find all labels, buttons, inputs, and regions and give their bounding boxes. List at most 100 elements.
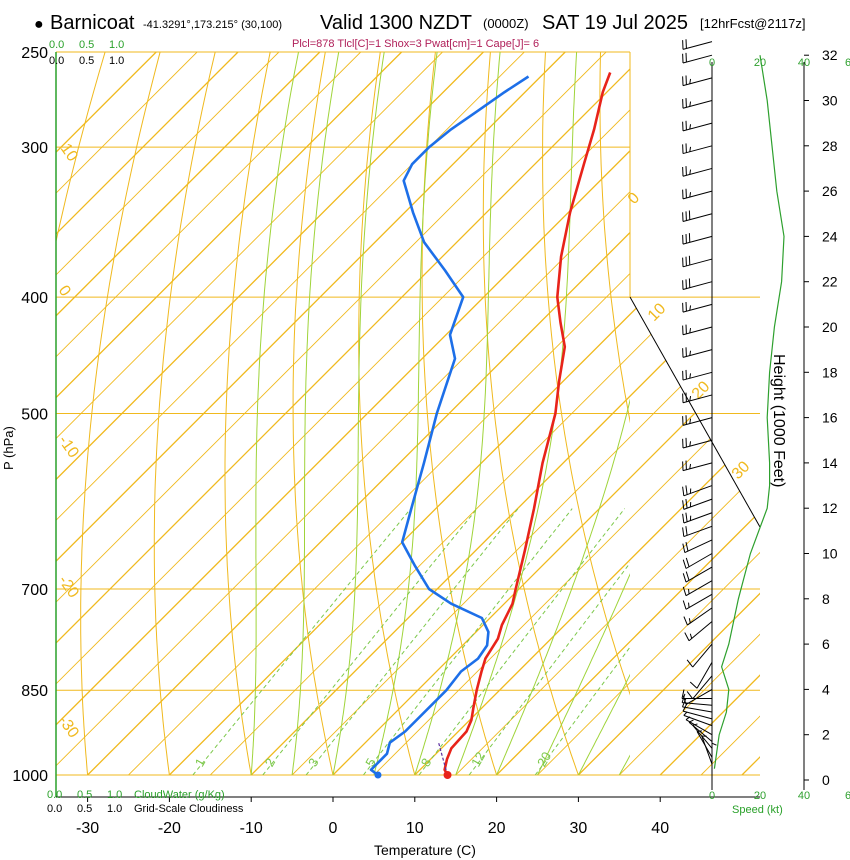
isotherm-line <box>56 52 566 775</box>
wind-barb-staff <box>682 258 713 268</box>
wind-barb-staff <box>682 326 713 336</box>
wind-barb-staff <box>682 394 713 404</box>
wind-barb <box>686 643 713 668</box>
forecast-label: [12hrFcst@2117z] <box>700 16 805 31</box>
mixing-ratio-line <box>363 508 573 775</box>
wind-barb <box>682 415 713 426</box>
wind-barb-flag <box>685 526 688 536</box>
cloudwater-tick: 0.0 <box>47 789 62 801</box>
cloudiness-tick: 1.0 <box>107 803 122 815</box>
moist-adiabat <box>496 398 630 775</box>
y-tick-label: 850 <box>21 683 48 700</box>
parcel-trace <box>438 742 449 776</box>
cloudiness-top-tick: 0.0 <box>49 55 64 67</box>
moist-adiabat <box>332 52 385 775</box>
wind-barb-flag <box>682 695 687 705</box>
wind-barb <box>682 437 713 449</box>
dry-adiabat <box>482 52 579 775</box>
wind-barb-flag <box>684 632 690 641</box>
wind-barb <box>682 166 713 177</box>
wind-barb-flag <box>685 512 688 522</box>
wind-barb-staff <box>682 439 713 449</box>
wind-barb <box>686 675 713 700</box>
valid-time: Valid 1300 NZDT <box>320 12 472 34</box>
cloudiness-tick: 0.0 <box>47 803 62 815</box>
wind-barb <box>682 188 713 200</box>
height-tick-label: 18 <box>822 364 838 380</box>
wind-barb-flag <box>689 192 692 198</box>
height-tick-label: 24 <box>822 228 838 244</box>
mixing-ratio-line <box>262 508 478 775</box>
surface-dewpoint-marker <box>374 771 382 779</box>
speed-top-tick: 6 <box>845 57 850 69</box>
wind-barb <box>682 301 713 313</box>
wind-barb <box>682 392 713 404</box>
isotherm-label: -20 <box>55 573 82 602</box>
wind-barb-staff <box>701 735 713 765</box>
wind-barb-flag <box>686 691 694 700</box>
wind-speed-line <box>713 55 785 769</box>
x-tick-label: 30 <box>570 820 588 837</box>
mixing-ratio-label: 1 <box>192 756 209 770</box>
wind-barb-flag <box>689 101 692 107</box>
wind-barb-staff <box>685 580 713 597</box>
wind-barb <box>682 460 713 472</box>
wind-barb-staff <box>682 77 713 87</box>
wind-barb-staff <box>685 688 713 705</box>
valid-date: SAT 19 Jul 2025 <box>542 12 688 34</box>
isotherm-line <box>414 52 760 775</box>
moist-adiabat <box>291 52 340 775</box>
wind-barb-flag <box>688 602 690 608</box>
isotherm-line <box>332 52 760 775</box>
x-tick-label: -10 <box>240 820 263 837</box>
cloudiness-label: Grid-Scale Cloudiness <box>134 803 244 815</box>
mixing-ratio-label: 20 <box>534 749 554 769</box>
dry-adiabat <box>292 52 334 775</box>
moist-adiabat <box>414 52 501 775</box>
mixing-ratio-line <box>305 508 519 775</box>
wind-barb <box>682 553 713 569</box>
moist-adiabats <box>250 52 630 775</box>
wind-barb-staff <box>683 512 713 524</box>
mixing-ratio-line <box>418 508 625 775</box>
y-tick-label: 250 <box>21 45 48 62</box>
height-tick-label: 30 <box>822 93 838 109</box>
stability-indices: Plcl=878 Tlcl[C]=1 Shox=3 Pwat[cm]=1 Cap… <box>292 38 539 50</box>
height-tick-label: 10 <box>822 546 838 562</box>
isotherm-label: 10 <box>645 300 670 325</box>
mixing-ratio-lines <box>192 508 630 775</box>
cloudwater-tick: 0.5 <box>77 789 92 801</box>
wind-barb-staff <box>682 281 713 290</box>
wind-barb <box>682 539 713 554</box>
isotherm-line <box>56 52 280 775</box>
wind-barb <box>682 369 713 381</box>
header: ● Barnicoat -41.3291°,173.215° (30,100) … <box>34 12 805 50</box>
wind-barb-staff <box>682 702 713 706</box>
wind-barb <box>682 39 713 50</box>
isotherm-line <box>168 52 760 775</box>
y-axis-title: P (hPa) <box>1 426 16 470</box>
wind-barb-flag <box>685 498 688 509</box>
wind-barb-flag <box>685 557 690 567</box>
x-tick-label: 0 <box>329 820 338 837</box>
isotherm-line <box>291 52 760 775</box>
isotherm-line <box>56 52 689 775</box>
speed-bottom-tick: 20 <box>754 790 766 802</box>
wind-barb-flag <box>689 146 692 152</box>
isotherm-line <box>577 52 760 775</box>
wind-barb <box>682 566 713 583</box>
grid-layer <box>56 51 760 776</box>
wind-barb-flag <box>682 527 685 537</box>
mixing-ratio-label: 3 <box>305 756 322 770</box>
x-tick-label: 20 <box>488 820 506 837</box>
isotherm-label: -30 <box>55 713 82 742</box>
cloudwater-top-tick: 0.5 <box>79 39 94 51</box>
wind-barb-staff <box>682 190 713 200</box>
isotherm-line <box>56 52 607 775</box>
wind-barb-staff <box>682 100 713 109</box>
isotherm-line <box>56 52 484 775</box>
wind-barb-flag <box>686 659 694 668</box>
wind-barb-flag <box>682 543 686 553</box>
cloudiness-top-tick: 1.0 <box>109 55 124 67</box>
